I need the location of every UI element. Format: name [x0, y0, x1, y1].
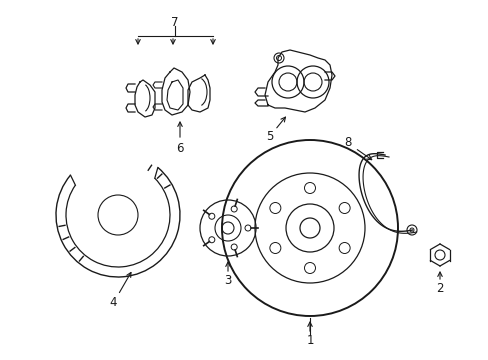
Text: 6: 6: [176, 141, 183, 154]
Text: 5: 5: [266, 130, 273, 144]
Text: 4: 4: [109, 297, 117, 310]
Text: 1: 1: [305, 333, 313, 346]
Text: 2: 2: [435, 282, 443, 294]
Text: 8: 8: [344, 135, 351, 148]
Text: 3: 3: [224, 274, 231, 287]
Text: 7: 7: [171, 15, 179, 28]
